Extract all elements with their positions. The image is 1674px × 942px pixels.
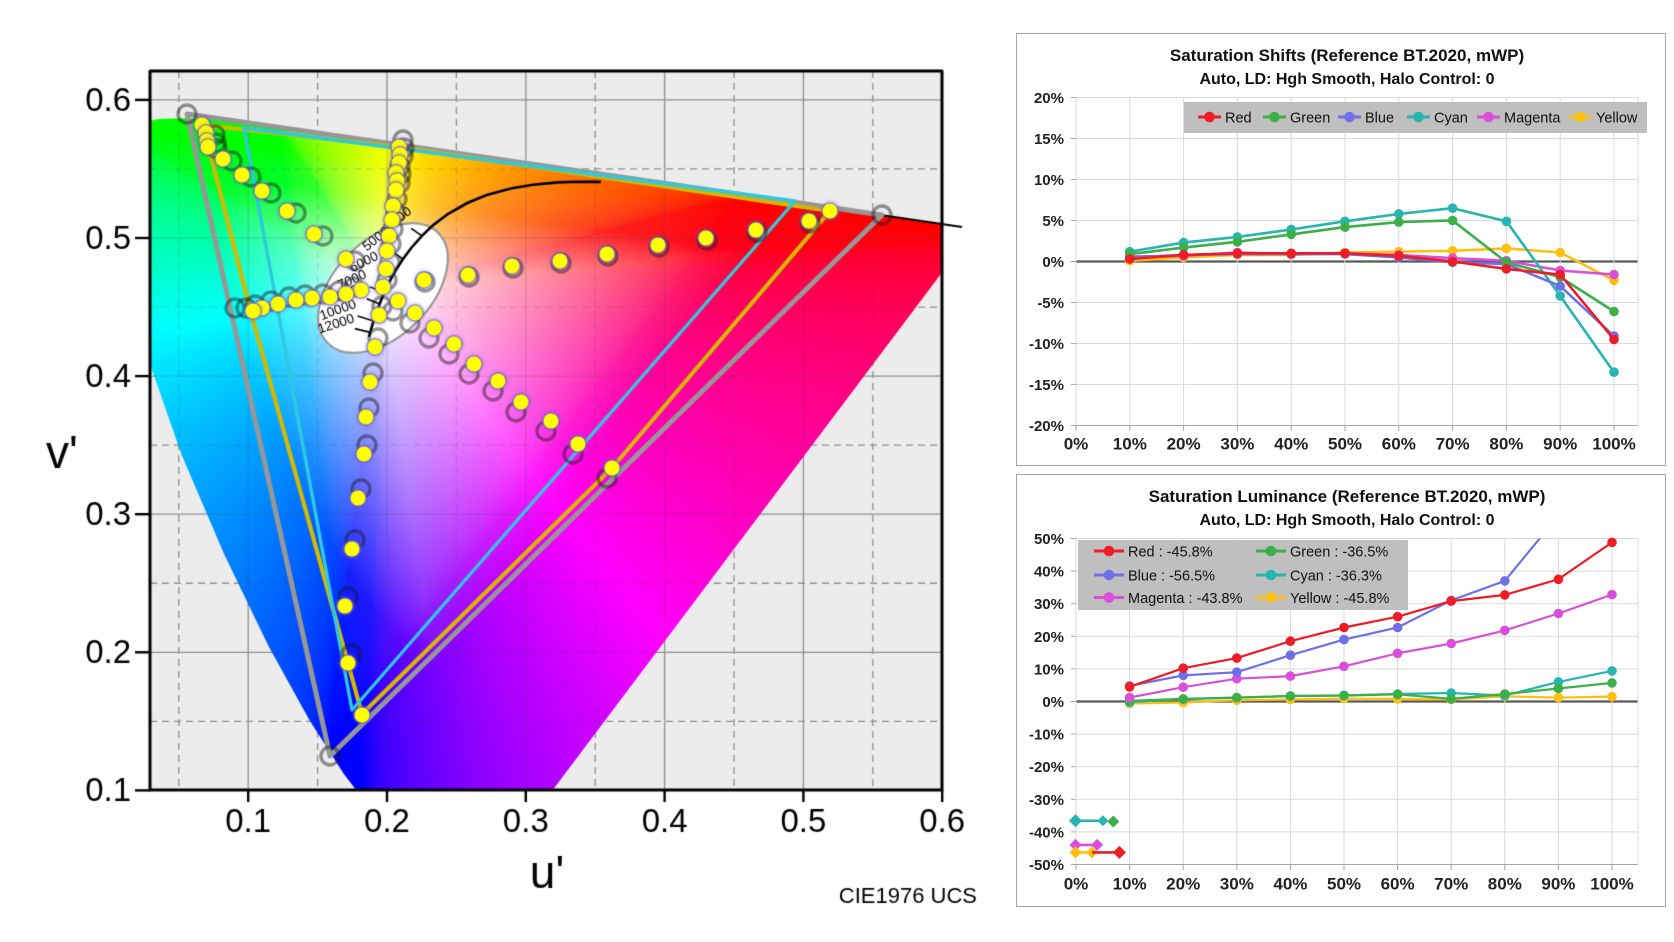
svg-text:Blue: Blue [1365, 111, 1394, 127]
svg-text:-5%: -5% [1037, 295, 1064, 312]
svg-text:40%: 40% [1034, 564, 1064, 581]
svg-text:Saturation Luminance (Referenc: Saturation Luminance (Reference BT.2020,… [1149, 487, 1546, 506]
svg-text:Auto, LD: Hgh Smooth, Halo Con: Auto, LD: Hgh Smooth, Halo Control: 0 [1199, 512, 1494, 529]
svg-text:10%: 10% [1034, 661, 1064, 678]
svg-text:20%: 20% [1034, 629, 1064, 646]
svg-text:100%: 100% [1592, 435, 1635, 454]
svg-text:0%: 0% [1064, 875, 1089, 894]
svg-text:Magenta: Magenta [1504, 111, 1561, 127]
svg-text:0%: 0% [1042, 254, 1064, 271]
svg-text:15%: 15% [1034, 131, 1064, 148]
svg-text:60%: 60% [1381, 875, 1415, 894]
svg-text:20%: 20% [1167, 435, 1201, 454]
svg-text:-20%: -20% [1029, 418, 1064, 435]
svg-text:40%: 40% [1273, 875, 1307, 894]
svg-text:70%: 70% [1434, 875, 1468, 894]
svg-text:Red: Red [1225, 111, 1252, 127]
svg-text:50%: 50% [1034, 531, 1064, 548]
svg-text:50%: 50% [1327, 875, 1361, 894]
svg-text:Green: Green [1290, 111, 1330, 127]
svg-text:Yellow : -45.8%: Yellow : -45.8% [1290, 591, 1390, 607]
svg-text:80%: 80% [1489, 435, 1523, 454]
svg-text:20%: 20% [1166, 875, 1200, 894]
svg-text:60%: 60% [1382, 435, 1416, 454]
svg-text:0%: 0% [1064, 435, 1089, 454]
svg-text:Green : -36.5%: Green : -36.5% [1290, 545, 1388, 561]
svg-text:Red : -45.8%: Red : -45.8% [1128, 545, 1213, 561]
svg-text:Auto, LD: Hgh Smooth, Halo Con: Auto, LD: Hgh Smooth, Halo Control: 0 [1199, 71, 1494, 88]
svg-text:10%: 10% [1113, 435, 1147, 454]
svg-text:-15%: -15% [1029, 377, 1064, 394]
svg-text:40%: 40% [1274, 435, 1308, 454]
svg-text:0%: 0% [1042, 694, 1064, 711]
svg-text:-10%: -10% [1029, 727, 1064, 744]
svg-text:30%: 30% [1220, 435, 1254, 454]
svg-text:Saturation Shifts (Reference B: Saturation Shifts (Reference BT.2020, mW… [1170, 46, 1524, 65]
svg-text:Magenta : -43.8%: Magenta : -43.8% [1128, 591, 1243, 607]
svg-text:30%: 30% [1034, 596, 1064, 613]
svg-text:-50%: -50% [1029, 857, 1064, 874]
svg-text:50%: 50% [1328, 435, 1362, 454]
svg-text:Cyan: Cyan [1434, 111, 1468, 127]
svg-text:10%: 10% [1034, 172, 1064, 189]
svg-text:Blue : -56.5%: Blue : -56.5% [1128, 569, 1215, 585]
svg-text:-30%: -30% [1029, 792, 1064, 809]
svg-text:80%: 80% [1488, 875, 1522, 894]
svg-text:-40%: -40% [1029, 824, 1064, 841]
svg-text:Cyan : -36.3%: Cyan : -36.3% [1290, 569, 1382, 585]
svg-text:5%: 5% [1042, 213, 1064, 230]
svg-text:100%: 100% [1590, 875, 1633, 894]
svg-text:20%: 20% [1034, 90, 1064, 107]
svg-text:-10%: -10% [1029, 336, 1064, 353]
svg-text:10%: 10% [1113, 875, 1147, 894]
svg-text:90%: 90% [1541, 875, 1575, 894]
svg-text:Yellow: Yellow [1596, 111, 1638, 127]
svg-text:70%: 70% [1436, 435, 1470, 454]
svg-text:30%: 30% [1220, 875, 1254, 894]
svg-text:-20%: -20% [1029, 759, 1064, 776]
svg-text:90%: 90% [1543, 435, 1577, 454]
